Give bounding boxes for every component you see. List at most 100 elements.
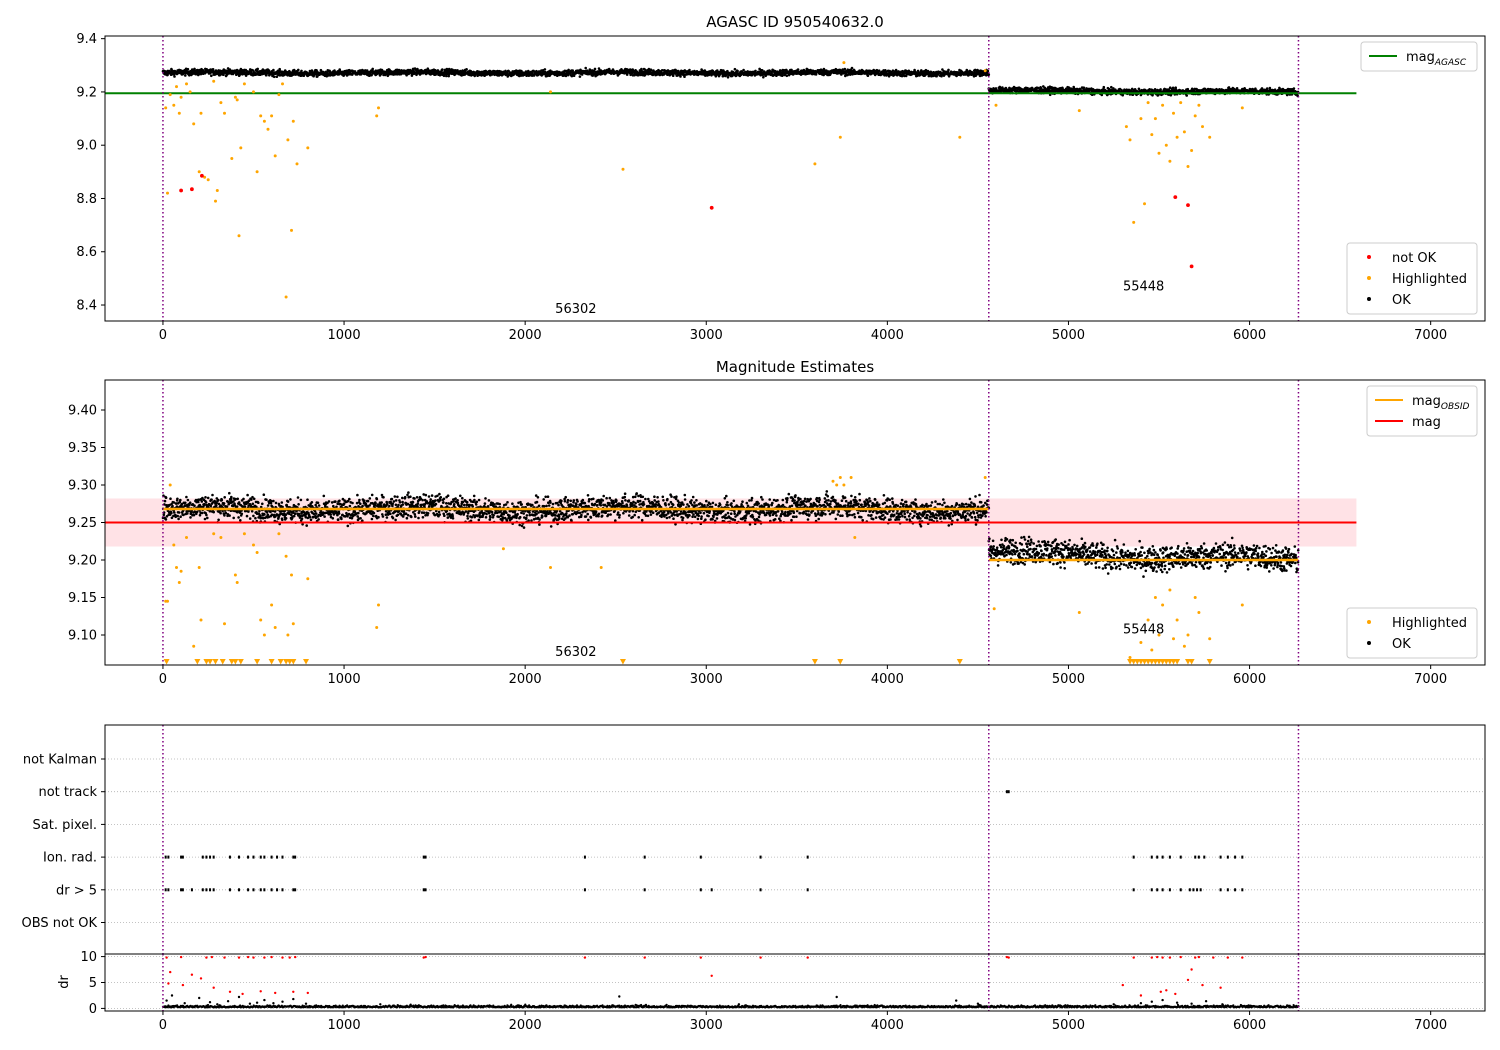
ok-point (314, 516, 318, 520)
highlighted-point (230, 157, 234, 160)
ok-point (254, 516, 257, 520)
ok-point (368, 504, 371, 507)
ok-point (924, 68, 928, 72)
ok-point (1174, 86, 1177, 89)
ok-point (649, 69, 653, 72)
ok-point (273, 510, 277, 513)
ok-point (384, 513, 388, 516)
highlighted-point (259, 114, 263, 118)
ok-point (284, 517, 288, 520)
ok-point (163, 503, 166, 506)
ok-point (850, 66, 854, 70)
ok-point (330, 501, 334, 504)
ok-point (346, 524, 350, 528)
ok-point (406, 493, 409, 497)
ok-point (225, 505, 229, 508)
ok-point (246, 501, 250, 504)
ok-point (280, 501, 284, 504)
ok-point (240, 512, 244, 516)
ok-point (204, 501, 208, 504)
ok-point (396, 513, 400, 517)
ok-point (380, 501, 384, 504)
ok-point (1148, 88, 1151, 91)
highlighted-point (813, 162, 817, 166)
ok-point (1082, 86, 1086, 89)
highlighted-point (1143, 202, 1146, 206)
ok-point (591, 74, 594, 77)
ok-point (834, 67, 838, 71)
ok-point (235, 505, 239, 508)
ok-point (239, 519, 242, 522)
ok-point (407, 491, 410, 494)
ok-point (662, 73, 666, 76)
ok-point (796, 68, 800, 71)
highlighted-point (206, 178, 210, 182)
ok-point (212, 510, 215, 514)
ok-point (242, 497, 245, 501)
ok-point (221, 509, 224, 513)
y-tick-label: 9.0 (76, 139, 97, 154)
ok-point (162, 513, 166, 517)
ok-point (257, 501, 260, 505)
highlighted-point (214, 199, 217, 203)
ok-point (363, 499, 366, 503)
ok-point (429, 498, 433, 501)
ok-point (403, 495, 407, 499)
ok-point (391, 502, 395, 506)
ok-point (270, 499, 273, 503)
ok-point (252, 514, 255, 518)
ok-point (374, 502, 377, 505)
ok-point (184, 74, 187, 77)
highlighted-point (252, 90, 255, 94)
highlighted-point (233, 95, 237, 99)
ok-point (261, 502, 264, 506)
legend-box (1360, 41, 1478, 72)
ok-point (394, 518, 397, 522)
ok-point (357, 511, 360, 515)
ok-point (1159, 88, 1162, 91)
highlighted-point (179, 95, 183, 99)
ok-point (422, 511, 426, 514)
ok-point (171, 504, 174, 508)
ok-point (245, 514, 249, 518)
ok-point (284, 513, 288, 517)
ok-point (304, 515, 308, 519)
ok-point (314, 512, 318, 515)
ok-point (327, 500, 331, 503)
highlighted-point (168, 93, 172, 97)
ok-point (430, 494, 434, 497)
ok-point (365, 69, 369, 72)
ok-point (270, 513, 274, 516)
ok-point (170, 516, 174, 520)
ok-point (364, 503, 368, 507)
ok-point (625, 73, 629, 76)
ok-point (337, 518, 340, 521)
ok-point (314, 503, 318, 507)
ok-point (198, 513, 202, 517)
ok-point (209, 504, 213, 508)
ok-point (180, 502, 184, 506)
ok-point (258, 509, 261, 513)
ok-point (353, 510, 357, 514)
ok-point (356, 515, 360, 518)
ok-point (465, 68, 468, 71)
ok-point (179, 498, 182, 502)
highlighted-point (192, 122, 196, 126)
ok-point (176, 514, 179, 518)
ok-point (251, 495, 254, 499)
ok-point (200, 511, 204, 515)
ok-point (389, 512, 392, 515)
ok-point (866, 74, 870, 77)
ok-point (1171, 86, 1175, 90)
ok-point (381, 513, 384, 516)
ok-point (348, 504, 352, 508)
ok-point (567, 68, 570, 72)
ok-point (343, 515, 347, 518)
highlighted-point (983, 69, 987, 73)
ok-point (293, 512, 297, 515)
ok-point (1112, 87, 1115, 90)
ok-point (186, 512, 189, 515)
ok-point (394, 503, 398, 507)
ok-point (267, 69, 271, 72)
ok-point (359, 502, 362, 506)
